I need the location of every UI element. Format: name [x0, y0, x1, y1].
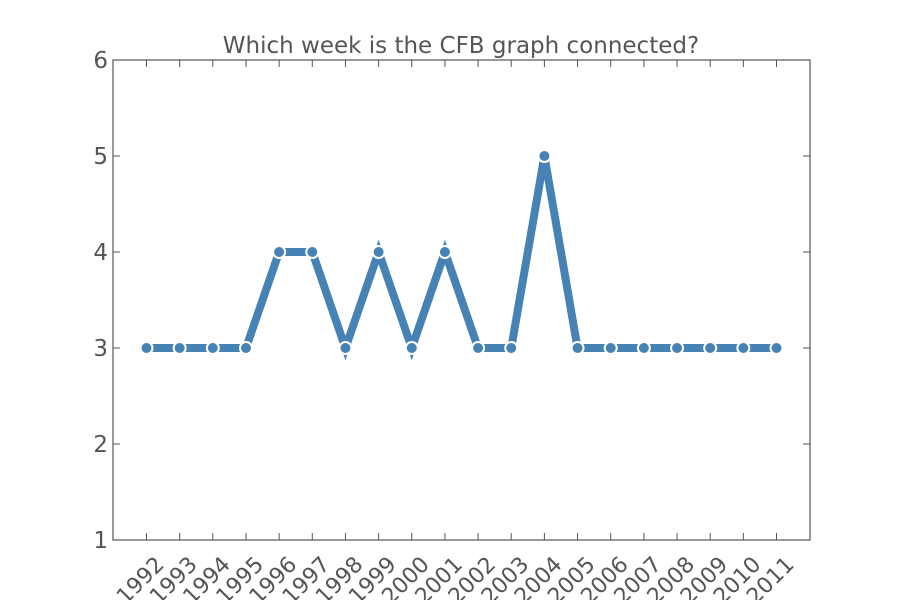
data-point [471, 341, 486, 355]
data-point [769, 341, 784, 355]
chart-title: Which week is the CFB graph connected? [223, 33, 699, 59]
data-point [504, 341, 519, 355]
data-point [736, 341, 751, 355]
series-layer [139, 149, 784, 361]
data-point [205, 341, 220, 355]
y-tick-label: 5 [93, 144, 108, 170]
data-point [371, 245, 386, 259]
data-point [139, 341, 154, 355]
series-line [146, 155, 777, 361]
data-point [305, 245, 320, 259]
y-tick-label: 2 [93, 432, 108, 458]
data-point [172, 341, 187, 355]
data-point [570, 341, 585, 355]
data-point [272, 245, 287, 259]
y-axis: 1 2 3 4 5 6 [93, 48, 810, 554]
data-point [238, 341, 253, 355]
x-axis: 1992199319941995199619971998199920002001… [112, 60, 799, 600]
data-point [636, 341, 651, 355]
y-tick-label: 3 [93, 336, 108, 362]
data-point [603, 341, 618, 355]
y-tick-label: 6 [93, 48, 108, 74]
y-tick-label: 4 [93, 240, 108, 266]
data-point [437, 245, 452, 259]
data-point [670, 341, 685, 355]
data-point [404, 341, 419, 355]
data-point [537, 149, 552, 163]
data-point [703, 341, 718, 355]
plot-frame [112, 59, 811, 541]
data-point [338, 341, 353, 355]
y-tick-label: 1 [93, 528, 108, 554]
